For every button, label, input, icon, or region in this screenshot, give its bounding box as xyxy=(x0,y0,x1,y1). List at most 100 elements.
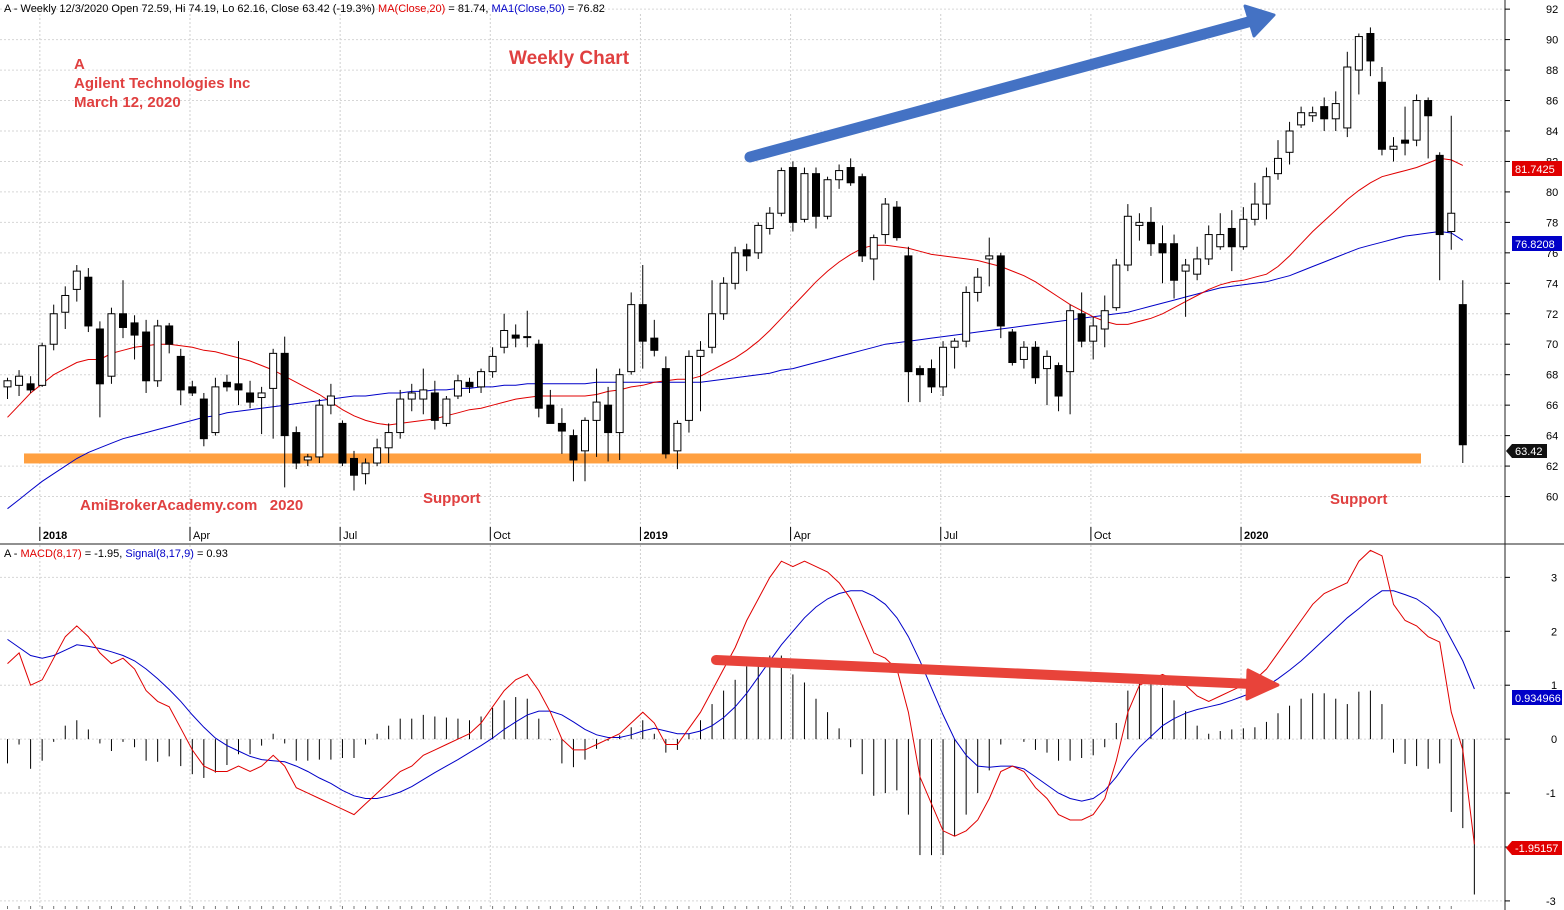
candle-body xyxy=(638,304,647,342)
candle xyxy=(892,201,901,241)
price-tick-label: 90 xyxy=(1546,35,1558,47)
candle-body xyxy=(846,167,855,184)
date-tick-label: Oct xyxy=(1094,530,1111,542)
candle-body xyxy=(1424,100,1433,117)
candle-body xyxy=(915,368,924,376)
candle xyxy=(1239,207,1248,250)
candle xyxy=(1435,152,1444,281)
candle xyxy=(1424,97,1433,159)
candle-body xyxy=(777,170,786,214)
candle xyxy=(49,304,58,351)
candle-body xyxy=(823,179,832,217)
candle xyxy=(1008,328,1017,366)
candle-body xyxy=(557,422,566,432)
candle-body xyxy=(211,386,220,434)
candle xyxy=(869,234,878,281)
candle xyxy=(72,265,81,302)
candle-body xyxy=(1031,346,1040,379)
candle xyxy=(3,377,12,400)
candle xyxy=(673,420,682,470)
candle-body xyxy=(1297,112,1306,126)
date-label: March 12, 2020 xyxy=(74,94,181,111)
candle-body xyxy=(615,374,624,434)
candle xyxy=(61,286,70,329)
candle xyxy=(1227,210,1236,272)
candle-body xyxy=(15,375,24,386)
candle xyxy=(996,252,1005,339)
signal-tag-text: 0.934966 xyxy=(1515,693,1561,705)
price-tick-label: 62 xyxy=(1546,461,1558,473)
candle-body xyxy=(1412,100,1421,141)
candle xyxy=(15,370,24,397)
candle-body xyxy=(731,252,740,284)
candle xyxy=(650,319,659,357)
candle-body xyxy=(1135,221,1144,226)
candle xyxy=(754,222,763,259)
candle-body xyxy=(72,270,81,290)
candle xyxy=(1054,362,1063,412)
candle xyxy=(130,315,139,360)
candle-body xyxy=(627,304,636,373)
candle xyxy=(1458,280,1467,464)
candle-body xyxy=(488,355,497,373)
candle xyxy=(1019,341,1028,369)
candle-body xyxy=(199,398,208,440)
candle xyxy=(592,368,601,457)
candle-body xyxy=(927,368,936,388)
candle xyxy=(1343,51,1352,138)
candle xyxy=(1066,304,1075,415)
candle-body xyxy=(1204,234,1213,260)
candle-body xyxy=(1112,264,1121,309)
candle xyxy=(84,268,93,333)
candle-body xyxy=(26,383,35,391)
candle-body xyxy=(1193,258,1202,275)
candle xyxy=(1297,106,1306,128)
candle-body xyxy=(1250,203,1259,220)
candle-body xyxy=(292,432,301,464)
signal-tag: 0.934966 xyxy=(1512,690,1562,705)
candle xyxy=(777,167,786,217)
candle-body xyxy=(384,432,393,449)
candle-body xyxy=(1089,325,1098,342)
candle xyxy=(477,368,486,393)
candle xyxy=(1447,115,1456,250)
ma20-line xyxy=(7,157,1464,426)
macd-tick-label: 0 xyxy=(1551,734,1557,746)
candle xyxy=(638,265,647,369)
candle xyxy=(546,389,555,424)
candle-body xyxy=(892,206,901,239)
candle xyxy=(1031,341,1040,384)
candle-body xyxy=(1458,304,1467,446)
price-series xyxy=(3,27,1467,510)
candle-body xyxy=(1354,36,1363,71)
candle-body xyxy=(684,355,693,421)
candle-body xyxy=(153,325,162,382)
price-tick-label: 60 xyxy=(1546,492,1558,504)
candle-body xyxy=(719,282,728,315)
date-tick-label: Apr xyxy=(193,530,210,542)
candle xyxy=(1308,106,1317,122)
candle xyxy=(812,167,820,229)
candle xyxy=(511,324,520,348)
macd-line xyxy=(7,549,1475,845)
ma50-tag-text: 76.8208 xyxy=(1515,239,1555,251)
candle xyxy=(881,198,890,244)
candle-body xyxy=(1401,139,1410,144)
candle-body xyxy=(1331,103,1340,120)
candle-body xyxy=(407,392,416,400)
candle-body xyxy=(939,346,948,388)
candle-body xyxy=(1123,215,1132,266)
candle-body xyxy=(650,337,659,351)
candle xyxy=(361,458,370,485)
candle xyxy=(488,347,497,378)
candle xyxy=(858,173,867,262)
candle-body xyxy=(350,457,358,476)
candle-body xyxy=(49,313,58,345)
candle xyxy=(904,246,913,403)
candle-body xyxy=(754,224,763,254)
candle xyxy=(1089,316,1098,360)
candle xyxy=(1216,213,1225,250)
date-tick-label: 2020 xyxy=(1244,530,1268,542)
close-tag-text: 63.42 xyxy=(1515,446,1543,458)
